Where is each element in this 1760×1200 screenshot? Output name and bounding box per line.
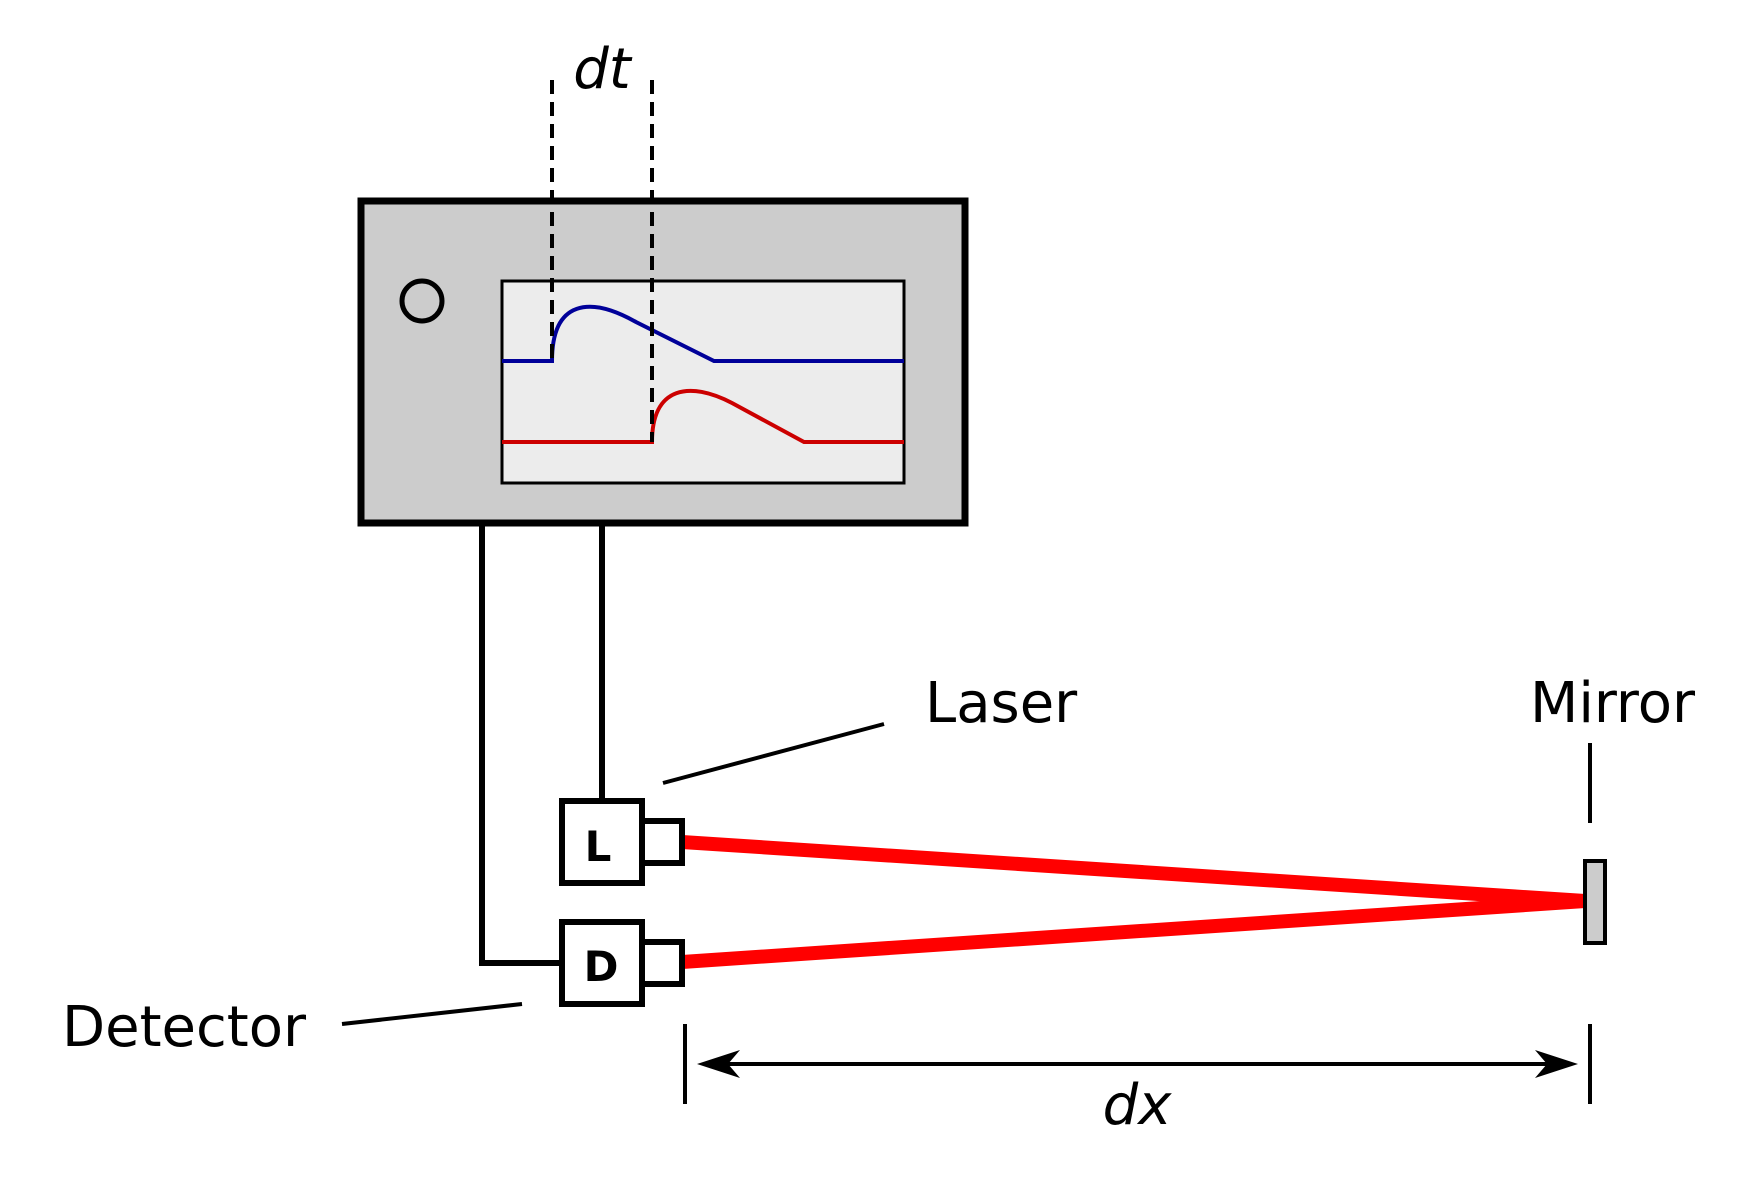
oscilloscope-knob <box>399 278 445 324</box>
laser-box-label: L <box>585 822 612 871</box>
oscilloscope-screen <box>500 279 906 485</box>
detector-box-label: D <box>584 942 619 991</box>
detector-signal-trace <box>502 388 904 444</box>
mirror <box>1583 859 1607 945</box>
detector-nozzle <box>639 939 685 987</box>
detector-leader-line <box>341 1002 523 1026</box>
dx-label: dx <box>1103 1073 1173 1138</box>
dx-arrowhead-right <box>1535 1050 1578 1078</box>
laser-box <box>559 798 645 886</box>
mirror-label: Mirror <box>1530 671 1696 736</box>
laser-label: Laser <box>925 671 1078 736</box>
detector-cable <box>479 523 562 966</box>
dx-arrowhead-left <box>697 1050 740 1078</box>
detector-label: Detector <box>62 995 307 1060</box>
laser-nozzle <box>639 818 685 866</box>
reflected-laser-beam <box>681 894 1586 969</box>
laser-leader-line <box>662 722 885 785</box>
outgoing-laser-beam <box>681 835 1586 908</box>
dt-label: dt <box>573 37 633 102</box>
